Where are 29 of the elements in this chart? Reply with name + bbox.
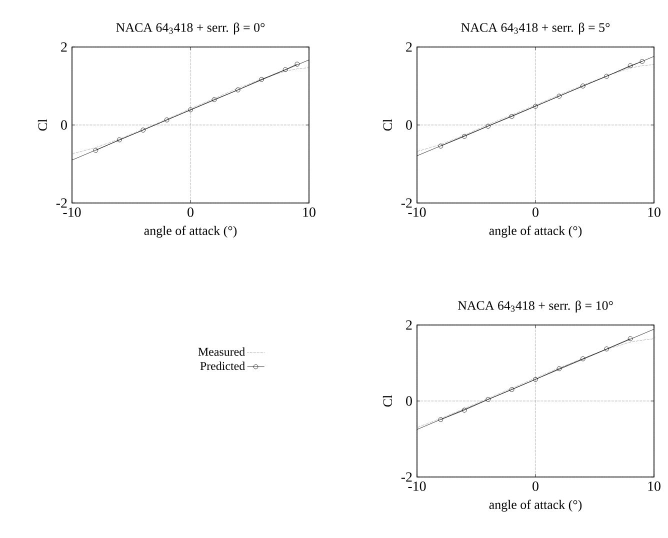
y-tick-label: 2 (61, 42, 67, 52)
y-tick-label: 2 (406, 42, 412, 52)
y-axis-title: Cl (382, 395, 392, 407)
x-axis-title: angle of attack (°) (144, 226, 237, 238)
x-axis-title: angle of attack (°) (489, 500, 582, 512)
y-tick-label: 2 (406, 320, 412, 330)
y-axis-title: Cl (382, 119, 392, 131)
y-tick-label: 0 (406, 120, 412, 130)
x-tick-label: -10 (63, 208, 81, 217)
legend-label: Measured (198, 347, 245, 356)
y-tick-label: -2 (401, 472, 412, 482)
y-tick-label: -2 (401, 198, 412, 208)
x-tick-label: -10 (408, 208, 426, 217)
x-tick-label: 10 (648, 208, 660, 217)
chart-title: NACA 64$_{3}$418 + serr. β = 5° (461, 22, 610, 35)
x-tick-label: 0 (532, 482, 538, 491)
x-tick-label: 10 (303, 208, 316, 217)
x-tick-label: 0 (188, 208, 194, 217)
chart-title: NACA 64$_{3}$418 + serr. β = 10° (458, 300, 613, 313)
y-tick-label: 0 (61, 120, 67, 130)
chart-title: NACA 64$_{3}$418 + serr. β = 0° (116, 22, 265, 35)
y-tick-label: 0 (406, 396, 412, 406)
x-tick-label: 10 (648, 482, 660, 491)
x-tick-label: -10 (408, 482, 426, 491)
x-tick-label: 0 (532, 208, 538, 217)
y-axis-title: Cl (38, 119, 48, 131)
x-axis-title: angle of attack (°) (489, 226, 582, 238)
y-tick-label: -2 (56, 198, 67, 208)
legend-label: Predicted (200, 362, 245, 370)
